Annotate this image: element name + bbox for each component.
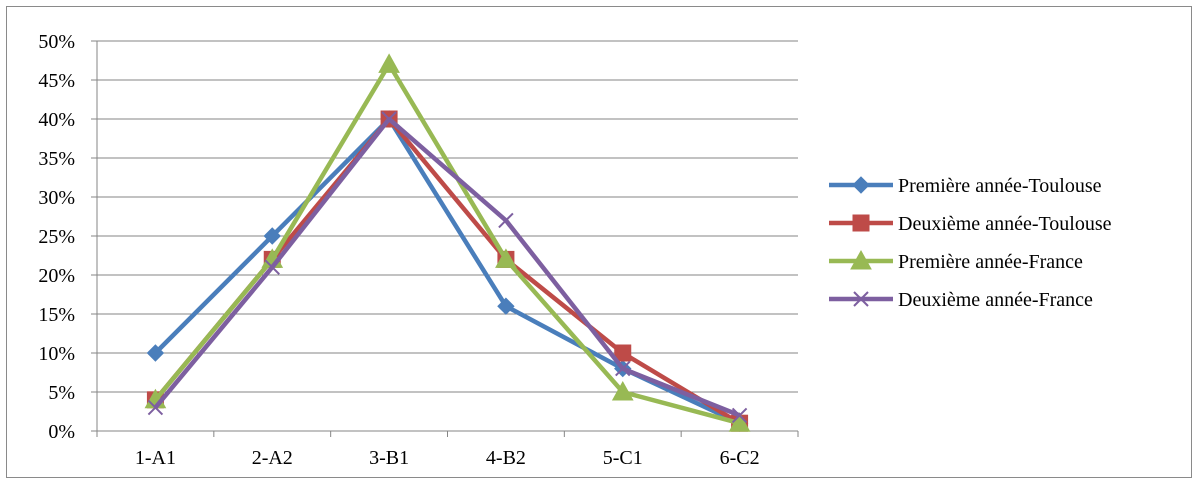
y-tick-label: 10% bbox=[38, 343, 75, 365]
x-marker-stroke bbox=[381, 111, 397, 127]
diamond-marker bbox=[263, 227, 281, 245]
legend-entry: Première année-Toulouse bbox=[829, 175, 1102, 197]
x-tick-label: 5-C1 bbox=[603, 447, 643, 469]
x-marker bbox=[264, 259, 280, 275]
y-tick-label: 25% bbox=[38, 226, 75, 248]
triangle-marker bbox=[850, 249, 872, 270]
x-marker bbox=[853, 291, 869, 307]
y-tick-label: 30% bbox=[38, 187, 75, 209]
triangle-marker bbox=[728, 412, 751, 432]
x-marker-stroke bbox=[264, 259, 280, 275]
x-tick-label: 4-B2 bbox=[486, 447, 526, 469]
x-tick-label: 1-A1 bbox=[135, 447, 176, 469]
x-tick-label: 6-C2 bbox=[720, 447, 760, 469]
y-tick-label: 40% bbox=[38, 109, 75, 131]
x-marker-stroke bbox=[147, 399, 164, 416]
diamond-marker bbox=[852, 176, 870, 194]
y-tick-label: 35% bbox=[38, 148, 75, 170]
y-tick-label: 5% bbox=[48, 382, 75, 404]
triangle-marker bbox=[495, 248, 517, 268]
square-marker bbox=[852, 214, 870, 232]
y-tick-label: 50% bbox=[38, 31, 75, 53]
series-4 bbox=[147, 111, 748, 424]
square-marker bbox=[614, 344, 632, 362]
y-tick-label: 0% bbox=[48, 421, 75, 443]
x-marker bbox=[498, 212, 514, 229]
y-tick-label: 20% bbox=[38, 265, 75, 287]
series-line bbox=[153, 62, 741, 426]
series-line bbox=[153, 116, 741, 418]
x-tick-label: 2-A2 bbox=[252, 447, 293, 469]
legend-entry: Première année-France bbox=[829, 249, 1083, 273]
legend-label: Première année-France bbox=[898, 251, 1083, 273]
x-marker-stroke bbox=[498, 212, 514, 229]
axes: 0% 5% 10% 15% 20% 25% 30% 35% 40% 45% 50% 1-A1 2-A2 3… bbox=[38, 31, 799, 469]
x-marker-stroke bbox=[853, 291, 869, 307]
diamond-marker bbox=[146, 344, 165, 362]
series-lines bbox=[144, 53, 751, 432]
triangle-marker bbox=[378, 53, 400, 73]
x-marker bbox=[731, 407, 748, 424]
x-marker bbox=[147, 399, 164, 416]
y-tick-label: 15% bbox=[38, 304, 75, 326]
x-marker bbox=[381, 111, 397, 127]
legend-entry: Deuxième année-Toulouse bbox=[829, 213, 1112, 235]
legend: Première année-Toulouse Deuxième année-To… bbox=[829, 175, 1112, 311]
legend-label: Deuxième année-Toulouse bbox=[898, 213, 1112, 235]
x-marker-stroke bbox=[615, 360, 631, 377]
chart-frame bbox=[6, 6, 1192, 478]
legend-label: Première année-Toulouse bbox=[898, 175, 1102, 197]
y-tick-label: 45% bbox=[38, 70, 75, 92]
x-marker-stroke bbox=[731, 407, 748, 424]
triangle-marker bbox=[611, 380, 634, 401]
legend-entry: Deuxième année-France bbox=[829, 289, 1093, 311]
legend-label: Deuxième année-France bbox=[898, 289, 1093, 311]
x-tick-label: 3-B1 bbox=[369, 447, 409, 469]
diamond-marker bbox=[497, 297, 515, 315]
x-marker bbox=[615, 360, 631, 377]
